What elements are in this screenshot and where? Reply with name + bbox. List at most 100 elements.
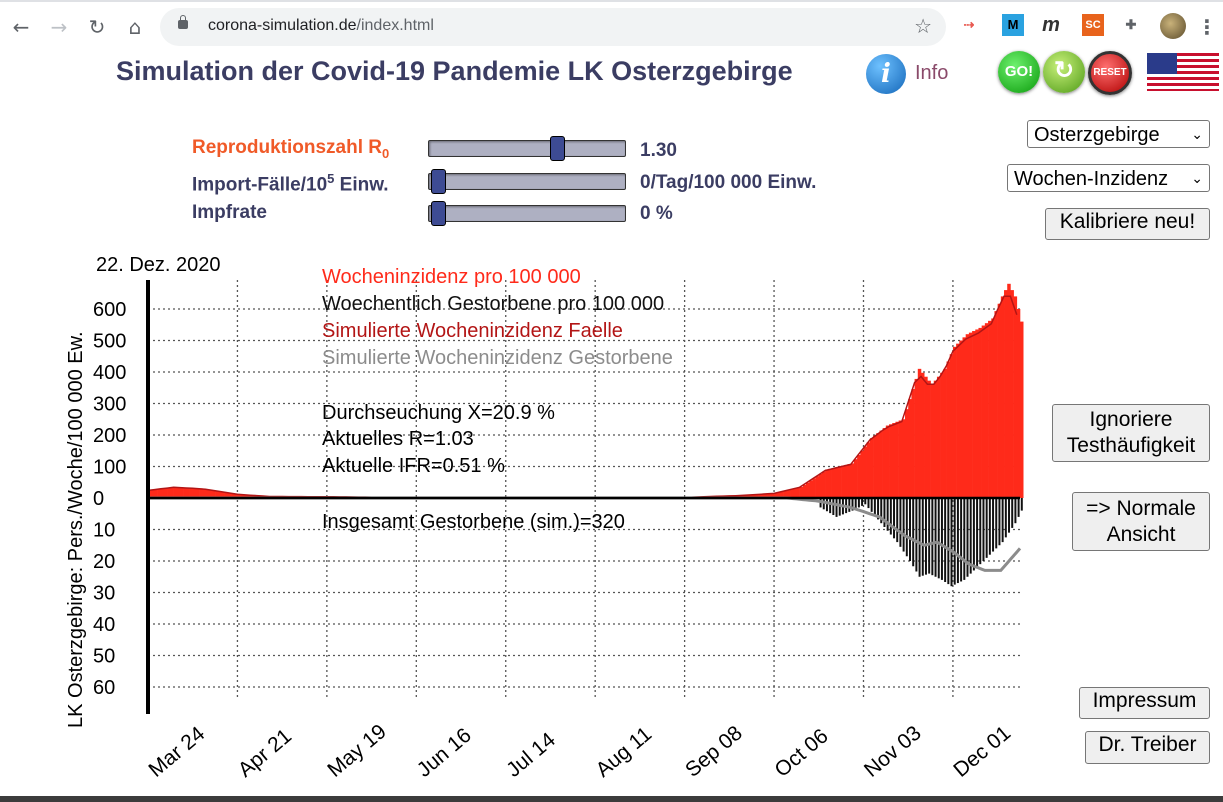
y-tick-label: 0	[93, 488, 104, 510]
case-bar	[790, 489, 794, 498]
y-tick-label: 10	[93, 520, 115, 542]
case-bar	[882, 428, 887, 498]
legend-entry: Wocheninzidenz pro 100 000	[322, 266, 581, 288]
import-slider[interactable]	[428, 169, 626, 194]
death-bar	[966, 498, 969, 577]
case-bar	[847, 464, 852, 498]
y-tick-label: 30	[93, 583, 115, 605]
case-bar	[943, 368, 947, 498]
death-bar	[992, 498, 995, 552]
normal-view-button[interactable]: => Normale Ansicht	[1072, 492, 1210, 551]
case-bar	[988, 320, 992, 498]
import-label-sup: 5	[327, 171, 335, 186]
death-bar	[825, 498, 828, 512]
url-path: /index.html	[356, 17, 434, 34]
ext-sc-icon[interactable]: SC	[1082, 14, 1104, 36]
import-slider-thumb[interactable]	[431, 169, 446, 194]
death-bar	[937, 498, 940, 579]
case-bar	[959, 340, 963, 498]
profile-avatar[interactable]	[1160, 13, 1186, 39]
case-bar	[774, 493, 778, 498]
vaccination-label: Impfrate	[192, 202, 267, 223]
case-bar	[981, 325, 986, 498]
death-bar	[953, 498, 956, 585]
case-bar	[1000, 296, 1005, 498]
case-bar	[218, 491, 222, 498]
legend-entry: Woechentlich Gestorbene pro 100 000	[322, 293, 664, 315]
us-flag-icon[interactable]	[1147, 53, 1219, 91]
legend-entry: Simulierte Wocheninzidenz Gestorbene	[322, 347, 673, 369]
ext-m-icon[interactable]: M	[1002, 14, 1024, 36]
death-bar	[867, 498, 870, 509]
mode-select[interactable]: Wochen-Inzidenz ⌄	[1007, 164, 1210, 192]
home-icon[interactable]: ⌂	[128, 15, 142, 39]
impressum-button[interactable]: Impressum	[1079, 687, 1210, 719]
r0-slider[interactable]	[428, 136, 626, 161]
case-bar	[946, 361, 951, 498]
case-bar	[917, 368, 922, 498]
y-tick-label: 400	[93, 362, 126, 384]
r0-slider-thumb[interactable]	[550, 136, 566, 161]
flag-canton	[1147, 53, 1177, 74]
author-button[interactable]: Dr. Treiber	[1085, 731, 1210, 764]
case-bar	[863, 446, 867, 498]
window-bottom-edge	[0, 796, 1223, 802]
case-bar	[853, 459, 858, 498]
info-icon[interactable]: i	[866, 54, 906, 94]
back-arrow-icon[interactable]: ←	[12, 15, 30, 39]
death-bar	[902, 498, 905, 552]
case-bar	[1010, 290, 1014, 498]
death-bar	[950, 498, 953, 587]
x-tick-label: Apr 21	[234, 724, 296, 781]
address-bar[interactable]: corona-simulation.de/index.html ☆	[160, 8, 946, 46]
vaccination-slider[interactable]	[428, 201, 626, 226]
case-bar	[815, 476, 820, 498]
ext-m-italic-icon[interactable]: m	[1042, 14, 1060, 36]
url-text[interactable]: corona-simulation.de/index.html	[208, 17, 434, 35]
ignore-test-frequency-button[interactable]: Ignoriere Testhäufigkeit	[1052, 404, 1210, 462]
y-tick-label: 50	[93, 646, 115, 668]
case-bar	[911, 389, 915, 498]
bookmark-star-icon[interactable]: ☆	[914, 14, 932, 38]
annotation-text: Durchseuchung X=20.9 %	[322, 402, 555, 424]
calibrate-button[interactable]: Kalibriere neu!	[1045, 208, 1210, 240]
case-bar	[799, 486, 804, 498]
case-bar	[968, 332, 973, 498]
death-bar	[883, 498, 886, 527]
case-bar	[227, 492, 232, 498]
case-bar	[972, 331, 976, 498]
forward-arrow-icon[interactable]: →	[50, 15, 68, 39]
reset-button[interactable]: RESET	[1088, 51, 1132, 95]
death-bar	[886, 498, 889, 531]
browser-menu-icon[interactable]: ⋮	[1197, 15, 1217, 39]
case-bar	[940, 372, 944, 498]
case-bar	[195, 488, 200, 498]
import-label: Import-Fälle/105 Einw.	[192, 171, 389, 196]
info-link[interactable]: Info	[915, 62, 949, 84]
browser-toolbar: ← → ↻ ⌂ corona-simulation.de/index.html …	[0, 0, 1223, 52]
go-button[interactable]: GO!	[998, 51, 1040, 93]
case-bar	[205, 489, 209, 498]
case-bar	[901, 419, 906, 498]
x-tick-label: Jul 14	[502, 728, 560, 782]
reload-icon[interactable]: ↻	[88, 15, 106, 39]
case-bar	[812, 478, 816, 498]
vaccination-slider-thumb[interactable]	[431, 201, 446, 226]
extensions-puzzle-icon[interactable]: ✚	[1125, 17, 1137, 32]
death-bar	[861, 498, 864, 506]
ext-arrow-icon[interactable]: ⇢	[963, 17, 975, 32]
case-bar	[189, 487, 194, 498]
case-bar	[176, 487, 181, 498]
case-bar	[978, 327, 982, 498]
case-bar	[754, 494, 759, 498]
total-deaths-note: Insgesamt Gestorbene (sim.)=320	[322, 511, 625, 533]
region-select[interactable]: Osterzgebirge ⌄	[1027, 120, 1210, 148]
case-bar	[889, 424, 893, 498]
case-bar	[936, 376, 941, 498]
chart-y-axis-label: LK Osterzgebirge: Pers./Woche/100 000 Ew…	[65, 331, 87, 728]
death-bar	[909, 498, 911, 561]
case-bar	[841, 465, 845, 498]
restart-button[interactable]: ↻	[1043, 51, 1085, 93]
death-bar	[1017, 498, 1020, 517]
case-bar	[962, 337, 966, 498]
